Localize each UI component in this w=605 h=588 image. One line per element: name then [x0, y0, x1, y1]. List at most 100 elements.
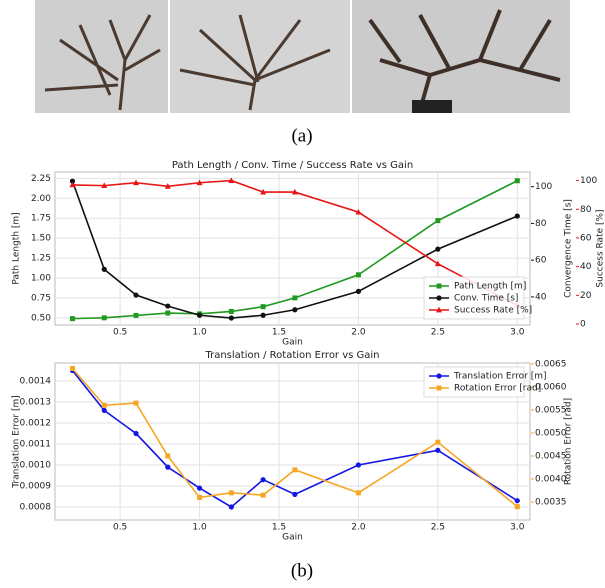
marker — [164, 183, 171, 189]
marker — [101, 407, 107, 414]
y-tick-label: 0.0035 — [535, 498, 567, 508]
marker — [101, 315, 107, 321]
marker — [434, 260, 441, 267]
marker — [196, 312, 203, 318]
vine — [179, 14, 331, 111]
marker — [165, 464, 171, 470]
marker — [133, 179, 140, 186]
stand — [412, 100, 452, 113]
y-tick-label: 60 — [535, 256, 547, 266]
photo — [170, 0, 350, 113]
legend-marker — [436, 306, 442, 313]
marker — [228, 308, 234, 314]
marker — [435, 447, 441, 453]
marker — [260, 188, 267, 195]
x-tick-label: 2.0 — [351, 328, 366, 338]
y-tick-label: 0.50 — [31, 313, 51, 323]
vine — [368, 9, 561, 111]
x-axis-label: Gain — [282, 338, 303, 348]
marker — [69, 178, 76, 184]
marker — [514, 498, 520, 504]
marker — [101, 266, 107, 272]
marker — [514, 213, 520, 219]
marker — [260, 304, 266, 310]
marker — [355, 288, 362, 294]
y-axis-label: Translation Error [m] — [12, 395, 22, 489]
y-tick-label: 1.25 — [31, 254, 51, 264]
marker — [292, 491, 298, 497]
marker — [133, 430, 139, 437]
legend-label: Success Rate [%] — [454, 306, 532, 316]
y-tick-label: 0.0010 — [20, 461, 52, 471]
vine — [44, 14, 161, 111]
marker — [197, 494, 203, 500]
photos — [35, 0, 570, 113]
y-tick-label: 2.25 — [31, 174, 51, 184]
marker — [291, 188, 298, 195]
x-tick-label: 3.0 — [510, 328, 525, 338]
y-tick-label: 60 — [580, 233, 592, 243]
marker — [355, 462, 362, 468]
x-tick-label: 1.5 — [272, 523, 286, 533]
legend — [423, 366, 525, 398]
marker — [260, 312, 266, 318]
x-axis-label: Gain — [282, 533, 303, 543]
caption: (a) — [291, 125, 312, 146]
legend-label: Conv. Time [s] — [454, 294, 518, 304]
y-tick-label: 100 — [535, 182, 552, 192]
marker — [260, 492, 266, 498]
y-tick-label: 40 — [580, 262, 592, 272]
marker — [101, 402, 107, 408]
marker — [69, 181, 76, 188]
y-tick-label: 100 — [580, 176, 597, 186]
marker — [133, 400, 139, 406]
x-tick-label: 1.5 — [272, 328, 286, 338]
marker — [69, 366, 75, 372]
y-tick-label: 1.75 — [31, 214, 51, 224]
chart-title: Translation / Rotation Error vs Gain — [204, 350, 379, 361]
marker — [228, 315, 234, 321]
y-tick-label: 0.0013 — [20, 398, 52, 408]
marker — [196, 179, 203, 186]
marker — [133, 312, 139, 318]
y-tick-label: 0.0045 — [535, 452, 567, 462]
y-axis-label: Success Rate [%] — [596, 209, 605, 287]
y-tick-label: 0.0040 — [535, 475, 567, 485]
marker — [260, 477, 266, 483]
y-tick-label: 80 — [580, 205, 592, 215]
x-tick-label: 2.5 — [431, 523, 445, 533]
marker — [228, 490, 234, 496]
y-tick-label: 0 — [580, 319, 586, 329]
y-tick-label: 1.00 — [31, 273, 51, 283]
x-tick-label: 1.0 — [192, 328, 207, 338]
x-tick-label: 0.5 — [113, 523, 127, 533]
marker — [228, 504, 234, 510]
marker — [514, 178, 520, 184]
x-tick-label: 0.5 — [113, 328, 127, 338]
y-tick-label: 0.0012 — [20, 419, 52, 429]
x-tick-label: 1.0 — [192, 523, 207, 533]
marker — [165, 303, 171, 309]
marker — [435, 218, 441, 224]
legend-label: Path Length [m] — [454, 282, 526, 292]
marker — [355, 490, 361, 496]
y-tick-label: 0.0060 — [535, 382, 567, 392]
marker — [101, 182, 108, 189]
legend-marker — [436, 373, 442, 379]
y-tick-label: 0.0050 — [535, 428, 567, 438]
legend-label: Rotation Error [rad] — [454, 384, 541, 394]
photo — [352, 0, 570, 113]
marker — [355, 208, 362, 215]
y-axis-label: Rotation Error [rad] — [564, 398, 574, 485]
marker — [165, 310, 171, 316]
y-tick-label: 1.50 — [31, 234, 51, 244]
y-tick-label: 0.0011 — [20, 440, 52, 450]
y-tick-label: 0.0014 — [20, 377, 52, 387]
x-tick-label: 3.0 — [510, 523, 525, 533]
y-axis-label: Path Length [m] — [12, 212, 22, 284]
legend-marker — [436, 295, 442, 301]
legend-label: Translation Error [m] — [453, 372, 547, 382]
x-tick-label: 2.0 — [351, 523, 366, 533]
y-tick-label: 0.0009 — [20, 481, 52, 491]
